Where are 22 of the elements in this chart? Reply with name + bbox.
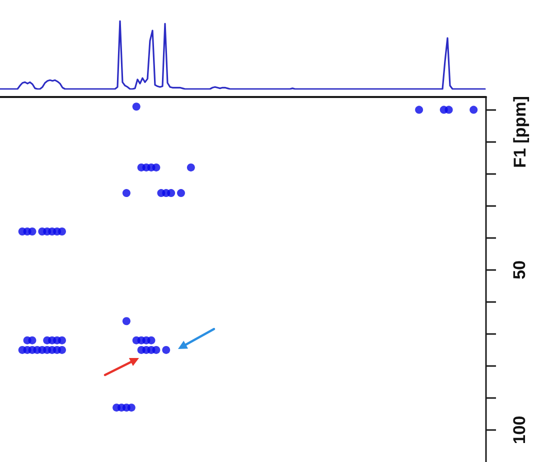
y-tick-label: 50 bbox=[510, 260, 529, 280]
point bbox=[58, 227, 66, 236]
point bbox=[28, 336, 36, 344]
point bbox=[127, 404, 136, 412]
point bbox=[122, 317, 130, 326]
y-axis-title: F1 [ppm] bbox=[510, 96, 530, 168]
point bbox=[28, 227, 36, 236]
point bbox=[152, 346, 160, 354]
point bbox=[167, 189, 176, 198]
point bbox=[186, 163, 195, 172]
point bbox=[147, 336, 156, 344]
point bbox=[444, 106, 453, 114]
point bbox=[152, 163, 160, 172]
point bbox=[58, 346, 66, 354]
point bbox=[122, 189, 130, 198]
point bbox=[177, 189, 186, 198]
point bbox=[470, 106, 478, 114]
point bbox=[415, 106, 424, 114]
point bbox=[162, 346, 170, 354]
y-tick-label: 100 bbox=[510, 416, 529, 444]
point bbox=[132, 102, 140, 111]
point bbox=[58, 336, 66, 344]
